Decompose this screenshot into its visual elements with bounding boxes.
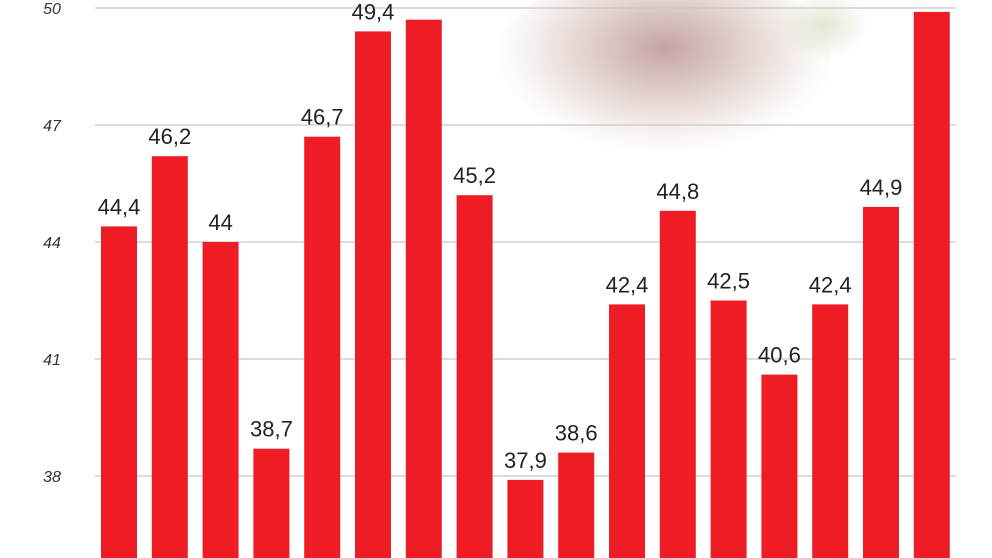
y-tick-label: 41 <box>43 352 61 369</box>
data-label: 42,4 <box>606 272 649 297</box>
data-label: 42,5 <box>707 269 750 294</box>
data-label: 45,2 <box>453 163 496 188</box>
data-label: 44,9 <box>860 175 903 200</box>
bar <box>812 304 849 558</box>
data-label: 38,7 <box>250 417 293 442</box>
bar <box>863 206 899 558</box>
data-label: 38,6 <box>555 421 598 446</box>
data-label: 44,4 <box>98 194 141 219</box>
y-tick-label: 50 <box>43 1 61 18</box>
bar <box>913 11 950 558</box>
bar <box>710 300 747 558</box>
bar <box>101 226 137 558</box>
data-label: 42,4 <box>809 272 852 297</box>
bar <box>405 19 442 558</box>
data-label: 49,4 <box>352 0 395 24</box>
data-label: 37,9 <box>504 448 547 473</box>
background-photo-detail <box>780 0 870 60</box>
bar <box>609 304 645 558</box>
bar <box>558 452 595 558</box>
y-tick-label: 38 <box>43 469 61 486</box>
data-label: 40,6 <box>758 343 801 368</box>
bar <box>355 31 391 558</box>
data-label: 44 <box>208 210 232 235</box>
bar <box>659 210 696 558</box>
data-label: 44,8 <box>656 179 699 204</box>
bar <box>151 156 188 558</box>
data-label: 46,2 <box>148 124 191 149</box>
data-label: 46,7 <box>301 105 344 130</box>
bar <box>253 448 290 558</box>
bar <box>456 195 493 558</box>
bar <box>507 479 544 558</box>
bar <box>304 136 341 558</box>
y-tick-label: 47 <box>43 118 62 135</box>
y-tick-label: 44 <box>43 235 61 252</box>
bar <box>202 242 239 558</box>
bar <box>761 374 798 558</box>
